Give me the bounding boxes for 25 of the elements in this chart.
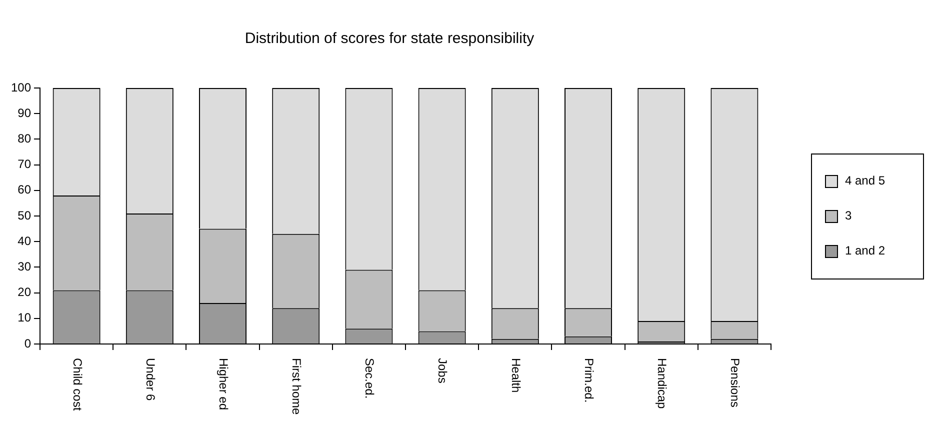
x-tick-label: Health <box>508 358 523 393</box>
y-tick-label: 40 <box>18 234 32 248</box>
y-tick-label: 50 <box>18 208 32 222</box>
y-tick-label: 10 <box>18 310 32 325</box>
y-tick-label: 70 <box>18 157 32 172</box>
x-tick-label: Sec.ed. <box>362 358 377 399</box>
y-tick-label: 60 <box>18 182 32 197</box>
y-tick-label: 0 <box>24 336 32 350</box>
legend-label: 3 <box>845 208 852 222</box>
x-tick-label: Child cost <box>70 358 84 412</box>
x-tick-label: Pensions <box>728 358 742 408</box>
x-tick-label: Under 6 <box>143 358 158 402</box>
chart-title: Distribution of scores for state responsibility <box>244 30 535 48</box>
y-tick-label: 30 <box>18 260 32 274</box>
x-tick-label: Higher ed <box>216 358 230 410</box>
x-tick-label: First home <box>290 358 304 416</box>
legend-label: 1 and 2 <box>845 243 886 258</box>
x-tick-label: Handicap <box>655 358 670 410</box>
y-tick-label: 20 <box>18 285 32 300</box>
x-tick-label: Jobs <box>436 358 450 384</box>
legend-label: 4 and 5 <box>845 173 886 188</box>
y-tick-label: 80 <box>18 132 32 146</box>
x-tick-label: Prim.ed. <box>582 358 596 403</box>
y-tick-label: 90 <box>18 106 32 120</box>
y-tick-label: 100 <box>10 80 32 94</box>
